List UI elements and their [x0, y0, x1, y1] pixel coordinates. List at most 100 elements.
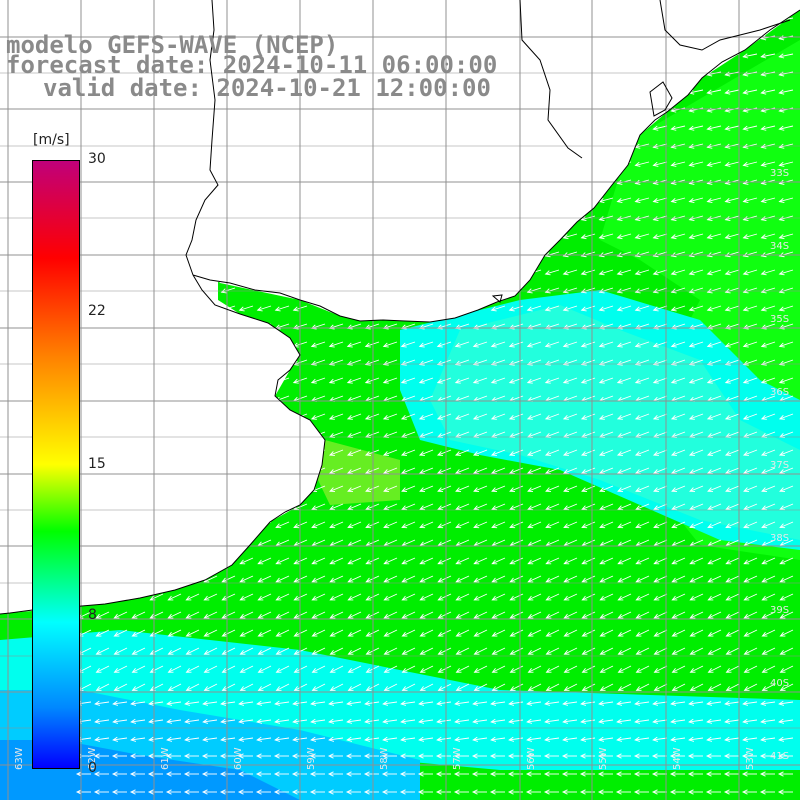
longitude-label: 54W: [672, 747, 683, 770]
wind-arrow: [219, 789, 235, 795]
wind-arrow: [401, 647, 416, 655]
wind-arrow: [489, 789, 505, 795]
wind-arrow: [363, 771, 379, 777]
wind-arrow: [436, 413, 452, 420]
wind-arrow: [670, 736, 686, 742]
wind-arrow: [760, 89, 776, 95]
wind-arrow: [184, 700, 200, 706]
sea-yellow-green-patch: [318, 440, 400, 505]
wind-arrow: [113, 683, 128, 691]
wind-arrow: [707, 557, 722, 565]
wind-arrow: [526, 718, 542, 724]
wind-arrow: [383, 683, 398, 691]
wind-arrow: [651, 753, 667, 759]
wind-arrow: [635, 611, 650, 619]
longitude-label: 57W: [452, 747, 463, 770]
wind-arrow: [724, 413, 740, 420]
wind-arrow: [509, 521, 524, 529]
wind-arrow: [545, 629, 560, 637]
wind-arrow: [761, 683, 776, 691]
wind-arrow: [725, 593, 740, 601]
wind-arrow: [688, 269, 704, 276]
wind-arrow: [616, 305, 632, 312]
wind-arrow: [653, 611, 668, 619]
wind-arrow: [616, 197, 632, 203]
wind-arrow: [743, 593, 758, 601]
wind-arrow: [329, 467, 344, 474]
wind-arrow: [473, 593, 488, 601]
wind-arrow: [293, 683, 308, 691]
wind-arrow: [346, 377, 362, 384]
wind-arrow: [94, 736, 110, 742]
wind-arrow: [472, 377, 488, 384]
wind-arrow: [311, 647, 326, 655]
wind-arrow: [688, 305, 704, 312]
wind-arrow: [490, 718, 506, 724]
wind-arrow: [706, 449, 722, 456]
wind-arrow: [310, 449, 326, 456]
wind-arrow: [545, 611, 560, 619]
wind-arrow: [742, 89, 758, 95]
wind-arrow: [652, 125, 668, 131]
wind-arrow: [202, 700, 218, 706]
wind-arrow: [257, 647, 272, 655]
wind-arrow: [562, 287, 578, 294]
wind-arrow: [778, 89, 794, 95]
wind-arrow: [201, 771, 217, 777]
wind-arrow: [580, 287, 596, 294]
wind-arrow: [401, 503, 416, 511]
wind-arrow: [670, 413, 686, 420]
wind-arrow: [617, 611, 632, 619]
wind-arrow: [580, 341, 596, 348]
wind-arrow: [760, 53, 776, 59]
wind-arrow: [508, 736, 524, 742]
wind-arrow: [418, 700, 434, 706]
wind-arrow: [544, 736, 560, 742]
wind-arrow: [616, 700, 632, 706]
coastal-islet: [491, 294, 503, 303]
wind-arrow: [760, 718, 776, 724]
wind-arrow: [167, 629, 182, 637]
wind-arrow: [93, 789, 109, 795]
wind-arrow: [346, 718, 362, 724]
wind-arrow: [617, 593, 632, 601]
wind-arrow: [669, 789, 685, 795]
wind-arrow: [652, 161, 668, 167]
wind-arrow: [598, 305, 614, 312]
wind-arrow: [491, 665, 506, 673]
wind-arrow: [347, 467, 362, 474]
lagoa-mirim: [649, 81, 673, 117]
wind-arrow: [166, 736, 182, 742]
wind-arrow: [671, 467, 686, 474]
wind-arrow: [275, 575, 290, 583]
wind-arrow: [473, 557, 488, 565]
wind-arrow: [580, 736, 596, 742]
wind-arrow: [147, 789, 163, 795]
wind-arrow: [544, 718, 560, 724]
wind-arrow: [111, 753, 127, 759]
wind-arrow: [94, 700, 110, 706]
wind-arrow: [383, 521, 398, 529]
wind-arrow: [671, 575, 686, 583]
wind-arrow: [166, 700, 182, 706]
wind-arrow: [383, 467, 398, 474]
wind-arrow: [581, 503, 596, 511]
wind-arrow: [581, 647, 596, 655]
wind-arrow: [167, 647, 182, 655]
wind-arrow: [221, 665, 236, 673]
wind-arrow: [453, 771, 469, 777]
wind-arrow: [509, 575, 524, 583]
wind-arrow: [273, 753, 289, 759]
wind-arrow: [635, 575, 650, 583]
wind-arrow: [616, 718, 632, 724]
wind-arrow: [472, 413, 488, 420]
wind-arrow: [634, 700, 650, 706]
wind-arrow: [399, 753, 415, 759]
wind-arrow: [689, 611, 704, 619]
wind-arrow: [167, 611, 182, 619]
wind-arrow: [724, 233, 740, 240]
wind-arrow: [417, 753, 433, 759]
wind-arrow: [203, 647, 218, 655]
wind-arrow: [778, 125, 794, 131]
wind-arrow: [689, 503, 704, 511]
